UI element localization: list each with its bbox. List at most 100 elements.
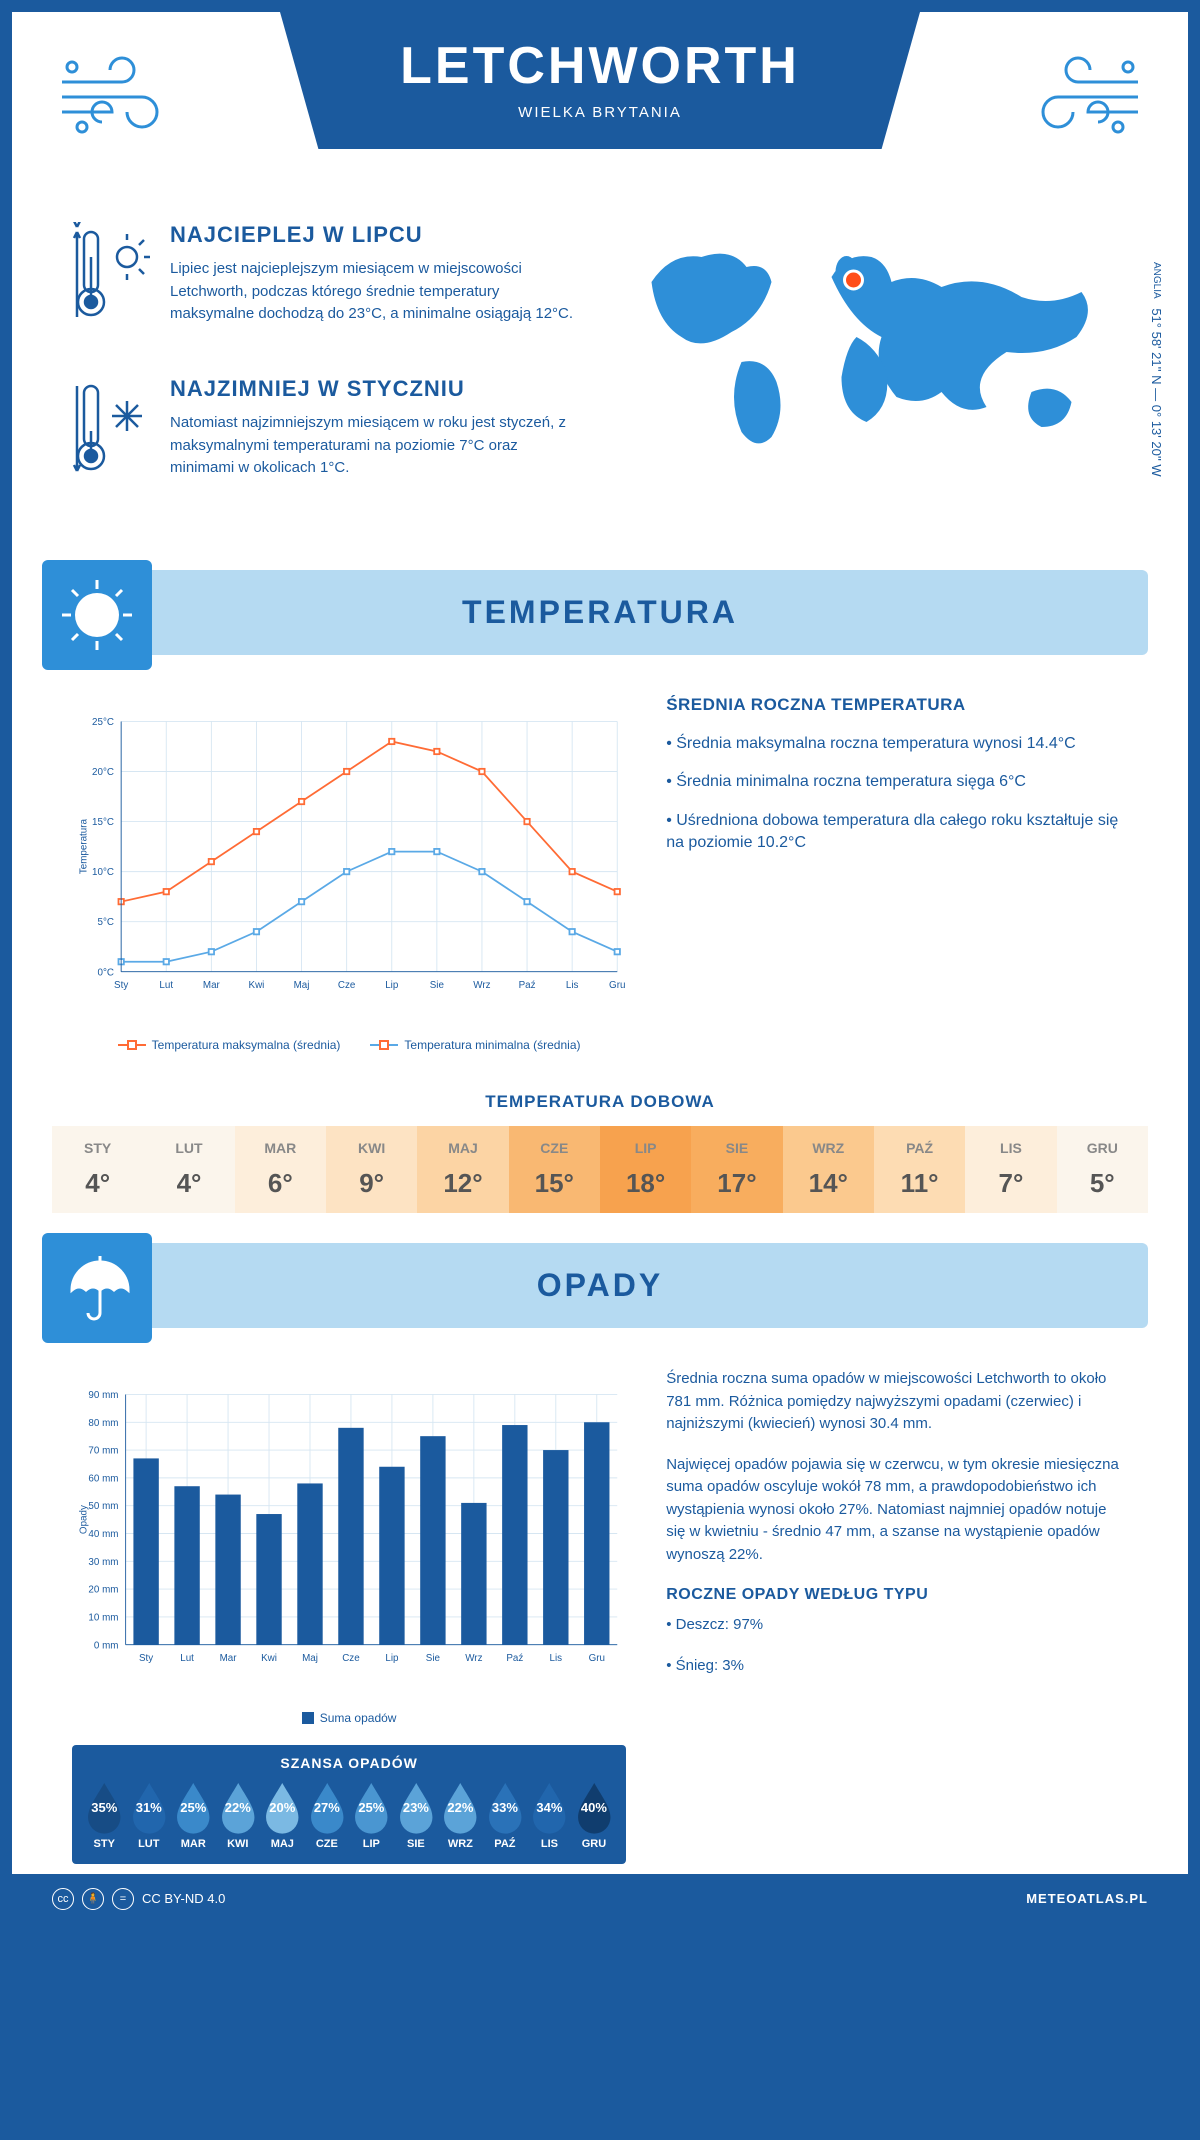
footer: cc 🧍 = CC BY-ND 4.0 METEOATLAS.PL bbox=[12, 1874, 1188, 1924]
svg-text:Paź: Paź bbox=[506, 1653, 523, 1664]
svg-text:Sty: Sty bbox=[114, 980, 128, 991]
svg-text:Paź: Paź bbox=[519, 980, 536, 991]
svg-text:Mar: Mar bbox=[203, 980, 221, 991]
site-name: METEOATLAS.PL bbox=[1026, 1891, 1148, 1906]
chance-cell: 27%CZE bbox=[307, 1781, 348, 1850]
svg-text:80 mm: 80 mm bbox=[88, 1418, 118, 1429]
daily-temp-row: STY4°LUT4°MAR6°KWI9°MAJ12°CZE15°LIP18°SI… bbox=[52, 1126, 1148, 1213]
chance-cell: 35%STY bbox=[84, 1781, 125, 1850]
coordinates: ANGLIA 51° 58' 21'' N — 0° 13' 20'' W bbox=[1149, 262, 1164, 477]
svg-text:Wrz: Wrz bbox=[473, 980, 490, 991]
svg-text:15°C: 15°C bbox=[92, 817, 114, 828]
svg-text:70 mm: 70 mm bbox=[88, 1446, 118, 1457]
daily-cell: LIP18° bbox=[600, 1126, 691, 1213]
fact-coldest: NAJZIMNIEJ W STYCZNIU Natomiast najzimni… bbox=[72, 376, 585, 502]
thermometer-snow-icon bbox=[72, 376, 152, 502]
legend-max: Temperatura maksymalna (średnia) bbox=[152, 1038, 341, 1052]
svg-text:25°C: 25°C bbox=[92, 717, 114, 728]
svg-text:50 mm: 50 mm bbox=[88, 1501, 118, 1512]
chance-cell: 22%KWI bbox=[218, 1781, 259, 1850]
summary-bullet: • Średnia minimalna roczna temperatura s… bbox=[666, 771, 1128, 793]
cc-icon: cc bbox=[52, 1888, 74, 1910]
svg-text:Lip: Lip bbox=[385, 980, 399, 991]
daily-cell: LIS7° bbox=[965, 1126, 1056, 1213]
svg-text:30 mm: 30 mm bbox=[88, 1557, 118, 1568]
svg-text:Lip: Lip bbox=[385, 1653, 399, 1664]
svg-text:Mar: Mar bbox=[220, 1653, 238, 1664]
svg-text:Maj: Maj bbox=[302, 1653, 318, 1664]
svg-text:Kwi: Kwi bbox=[261, 1653, 277, 1664]
svg-text:40 mm: 40 mm bbox=[88, 1529, 118, 1540]
world-map: ANGLIA 51° 58' 21'' N — 0° 13' 20'' W bbox=[615, 222, 1128, 530]
fact-text: Natomiast najzimniejszym miesiącem w rok… bbox=[170, 412, 585, 480]
daily-cell: SIE17° bbox=[691, 1126, 782, 1213]
svg-text:10°C: 10°C bbox=[92, 867, 114, 878]
map-marker bbox=[845, 271, 863, 289]
daily-cell: MAJ12° bbox=[417, 1126, 508, 1213]
chance-cell: 33%PAŹ bbox=[485, 1781, 526, 1850]
daily-cell: KWI9° bbox=[326, 1126, 417, 1213]
summary-title: ŚREDNIA ROCZNA TEMPERATURA bbox=[666, 695, 1128, 715]
chance-cell: 23%SIE bbox=[396, 1781, 437, 1850]
license-text: CC BY-ND 4.0 bbox=[142, 1891, 225, 1906]
chance-title: SZANSA OPADÓW bbox=[84, 1755, 614, 1771]
precip-chance-box: SZANSA OPADÓW 35%STY31%LUT25%MAR22%KWI20… bbox=[72, 1745, 626, 1864]
daily-cell: LUT4° bbox=[143, 1126, 234, 1213]
fact-title: NAJCIEPLEJ W LIPCU bbox=[170, 222, 585, 248]
svg-text:20 mm: 20 mm bbox=[88, 1585, 118, 1596]
chance-cell: 40%GRU bbox=[574, 1781, 615, 1850]
svg-text:0 mm: 0 mm bbox=[94, 1640, 119, 1651]
precip-para: Średnia roczna suma opadów w miejscowośc… bbox=[666, 1368, 1128, 1436]
svg-text:Lut: Lut bbox=[159, 980, 173, 991]
header: LETCHWORTH WIELKA BRYTANIA bbox=[12, 12, 1188, 192]
page-subtitle: WIELKA BRYTANIA bbox=[300, 104, 900, 121]
by-icon: 🧍 bbox=[82, 1888, 104, 1910]
chance-cell: 34%LIS bbox=[529, 1781, 570, 1850]
fact-title: NAJZIMNIEJ W STYCZNIU bbox=[170, 376, 585, 402]
nd-icon: = bbox=[112, 1888, 134, 1910]
thermometer-sun-icon bbox=[72, 222, 152, 348]
summary-bullet: • Uśredniona dobowa temperatura dla całe… bbox=[666, 810, 1128, 855]
svg-text:Lis: Lis bbox=[550, 1653, 563, 1664]
svg-text:Kwi: Kwi bbox=[249, 980, 265, 991]
sun-icon bbox=[42, 560, 152, 670]
precip-type-bullet: • Deszcz: 97% bbox=[666, 1614, 1128, 1637]
svg-text:60 mm: 60 mm bbox=[88, 1473, 118, 1484]
precip-para: Najwięcej opadów pojawia się w czerwcu, … bbox=[666, 1454, 1128, 1567]
chance-cell: 25%MAR bbox=[173, 1781, 214, 1850]
daily-cell: CZE15° bbox=[509, 1126, 600, 1213]
svg-text:Maj: Maj bbox=[294, 980, 310, 991]
svg-text:Sty: Sty bbox=[139, 1653, 153, 1664]
daily-cell: STY4° bbox=[52, 1126, 143, 1213]
daily-temp-title: TEMPERATURA DOBOWA bbox=[12, 1092, 1188, 1112]
svg-text:0°C: 0°C bbox=[98, 967, 115, 978]
precip-bar-chart: 0 mm 10 mm 20 mm 30 mm 40 mm 50 mm 60 mm 70 mm 8… bbox=[72, 1368, 626, 1725]
svg-text:Lis: Lis bbox=[566, 980, 579, 991]
chance-cell: 25%LIP bbox=[351, 1781, 392, 1850]
daily-cell: WRZ14° bbox=[783, 1126, 874, 1213]
svg-text:Sie: Sie bbox=[426, 1653, 441, 1664]
daily-cell: PAŹ11° bbox=[874, 1126, 965, 1213]
svg-text:Gru: Gru bbox=[609, 980, 625, 991]
chance-cell: 31%LUT bbox=[129, 1781, 170, 1850]
wind-icon bbox=[52, 42, 192, 164]
svg-text:Lut: Lut bbox=[180, 1653, 194, 1664]
daily-cell: MAR6° bbox=[235, 1126, 326, 1213]
svg-text:Wrz: Wrz bbox=[465, 1653, 482, 1664]
svg-text:10 mm: 10 mm bbox=[88, 1612, 118, 1623]
svg-text:Opady: Opady bbox=[78, 1505, 89, 1534]
umbrella-icon bbox=[42, 1233, 152, 1343]
fact-hottest: NAJCIEPLEJ W LIPCU Lipiec jest najcieple… bbox=[72, 222, 585, 348]
svg-text:5°C: 5°C bbox=[98, 917, 115, 928]
summary-bullet: • Średnia maksymalna roczna temperatura … bbox=[666, 733, 1128, 755]
temperature-line-chart: 0°C5°C10°C15°C20°C25°CStyLutMarKwiMajCze… bbox=[72, 695, 626, 1052]
svg-text:Temperatura: Temperatura bbox=[78, 818, 89, 874]
precip-type-bullet: • Śnieg: 3% bbox=[666, 1655, 1128, 1678]
legend-precip: Suma opadów bbox=[320, 1711, 397, 1725]
section-header-temperature: TEMPERATURA bbox=[52, 570, 1148, 655]
svg-text:Sie: Sie bbox=[430, 980, 445, 991]
daily-cell: GRU5° bbox=[1057, 1126, 1148, 1213]
svg-text:Gru: Gru bbox=[589, 1653, 605, 1664]
precip-type-title: ROCZNE OPADY WEDŁUG TYPU bbox=[666, 1586, 1128, 1604]
title-banner: LETCHWORTH WIELKA BRYTANIA bbox=[280, 12, 920, 149]
